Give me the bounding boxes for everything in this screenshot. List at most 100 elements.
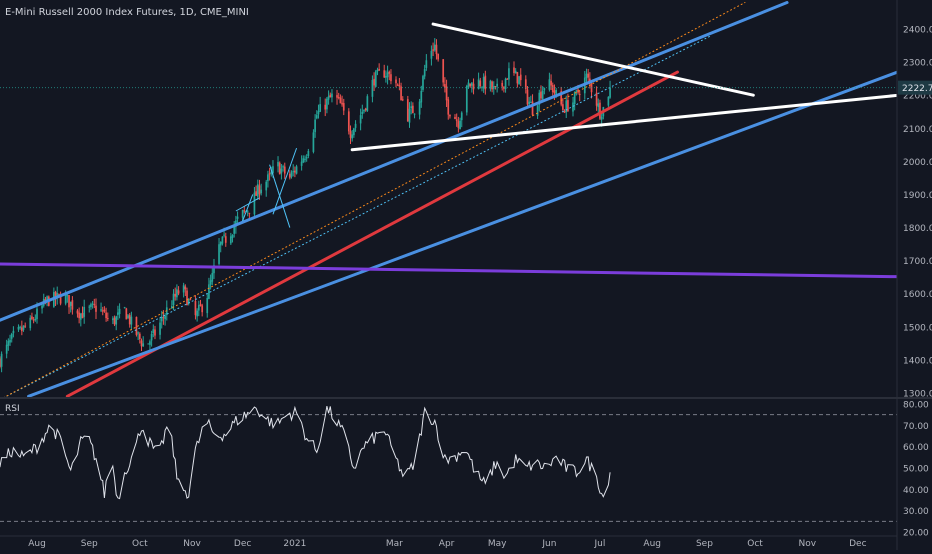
candle-body[interactable] <box>326 98 328 110</box>
candle-body[interactable] <box>491 81 493 90</box>
candle-body[interactable] <box>268 173 271 175</box>
candle-body[interactable] <box>336 95 338 98</box>
trendline-orange-dotted[interactable] <box>0 2 746 400</box>
candle-body[interactable] <box>278 162 281 175</box>
candle-body[interactable] <box>471 82 473 86</box>
candle-body[interactable] <box>106 318 109 320</box>
candle-body[interactable] <box>376 69 379 72</box>
candle-body[interactable] <box>418 101 421 115</box>
candle-body[interactable] <box>24 325 27 327</box>
candle-body[interactable] <box>315 115 318 119</box>
candle-body[interactable] <box>573 92 576 105</box>
candle-body[interactable] <box>351 134 354 139</box>
candle-body[interactable] <box>528 101 531 105</box>
candle-body[interactable] <box>514 70 517 74</box>
candle-body[interactable] <box>0 353 3 367</box>
candle-body[interactable] <box>543 88 546 91</box>
candle-body[interactable] <box>319 104 322 112</box>
candle-body[interactable] <box>324 104 327 110</box>
candle-body[interactable] <box>66 295 69 297</box>
candle-body[interactable] <box>197 305 200 311</box>
candle-body[interactable] <box>170 306 173 309</box>
candle-body[interactable] <box>7 341 10 346</box>
candle-body[interactable] <box>164 315 166 320</box>
candle-body[interactable] <box>437 53 439 60</box>
rsi-pane[interactable] <box>0 405 897 522</box>
candle-body[interactable] <box>366 96 369 111</box>
candle-body[interactable] <box>229 236 232 244</box>
candle-body[interactable] <box>530 101 532 103</box>
candle-body[interactable] <box>454 116 456 120</box>
candle-body[interactable] <box>255 191 257 196</box>
candle-body[interactable] <box>302 158 305 163</box>
candle-body[interactable] <box>401 99 404 101</box>
candle-body[interactable] <box>551 85 554 92</box>
candle-body[interactable] <box>59 296 62 304</box>
candle-body[interactable] <box>373 78 375 86</box>
candle-body[interactable] <box>420 91 423 103</box>
candle-body[interactable] <box>587 73 590 78</box>
candle-body[interactable] <box>95 305 97 312</box>
candle-body[interactable] <box>101 310 104 312</box>
candle-body[interactable] <box>194 301 197 316</box>
candle-body[interactable] <box>137 332 139 334</box>
candle-body[interactable] <box>12 330 15 334</box>
candle-body[interactable] <box>349 131 352 138</box>
candle-body[interactable] <box>386 72 389 78</box>
candle-body[interactable] <box>253 192 256 215</box>
candle-body[interactable] <box>560 91 563 105</box>
candle-body[interactable] <box>283 166 286 174</box>
candle-body[interactable] <box>410 106 413 109</box>
trendline-white-bottom[interactable] <box>350 80 932 152</box>
candle-body[interactable] <box>162 317 165 319</box>
candle-body[interactable] <box>0 358 1 367</box>
candle-body[interactable] <box>567 100 569 112</box>
candle-body[interactable] <box>280 168 283 174</box>
candle-body[interactable] <box>206 298 209 314</box>
candle-body[interactable] <box>585 73 588 79</box>
candle-body[interactable] <box>481 87 483 89</box>
price-pane[interactable] <box>0 1 932 400</box>
candle-body[interactable] <box>140 340 143 347</box>
candle-body[interactable] <box>79 313 82 320</box>
candle-body[interactable] <box>518 76 520 85</box>
candle-body[interactable] <box>307 150 310 156</box>
candle-body[interactable] <box>174 293 177 297</box>
candle-body[interactable] <box>209 280 212 285</box>
candle-body[interactable] <box>455 119 458 121</box>
candle-body[interactable] <box>147 343 150 345</box>
candle-body[interactable] <box>609 87 611 98</box>
candle-body[interactable] <box>353 128 355 136</box>
trendline-upper-channel-dotted[interactable] <box>0 35 712 400</box>
candle-body[interactable] <box>135 316 138 335</box>
drawing-mark[interactable] <box>242 194 254 222</box>
candle-body[interactable] <box>196 310 198 317</box>
candle-body[interactable] <box>71 300 74 310</box>
candle-body[interactable] <box>524 79 527 89</box>
candle-body[interactable] <box>354 123 357 128</box>
candle-body[interactable] <box>374 71 377 87</box>
candle-body[interactable] <box>270 171 273 175</box>
candle-body[interactable] <box>305 157 308 159</box>
candle-body[interactable] <box>435 44 438 55</box>
candle-body[interactable] <box>422 76 424 90</box>
candle-body[interactable] <box>300 161 303 166</box>
candle-body[interactable] <box>395 79 397 84</box>
candle-body[interactable] <box>600 116 603 120</box>
candle-body[interactable] <box>76 310 79 314</box>
candle-body[interactable] <box>290 172 293 177</box>
candle-body[interactable] <box>477 79 480 90</box>
candle-body[interactable] <box>314 119 316 133</box>
candle-body[interactable] <box>272 166 274 174</box>
candle-body[interactable] <box>208 284 210 299</box>
candle-body[interactable] <box>540 91 542 99</box>
candle-body[interactable] <box>231 234 234 238</box>
candle-body[interactable] <box>388 71 391 74</box>
candle-body[interactable] <box>472 83 475 90</box>
candle-body[interactable] <box>339 97 342 104</box>
candle-body[interactable] <box>506 78 509 80</box>
candle-body[interactable] <box>150 333 153 341</box>
candle-body[interactable] <box>246 211 249 213</box>
candle-body[interactable] <box>118 308 121 314</box>
